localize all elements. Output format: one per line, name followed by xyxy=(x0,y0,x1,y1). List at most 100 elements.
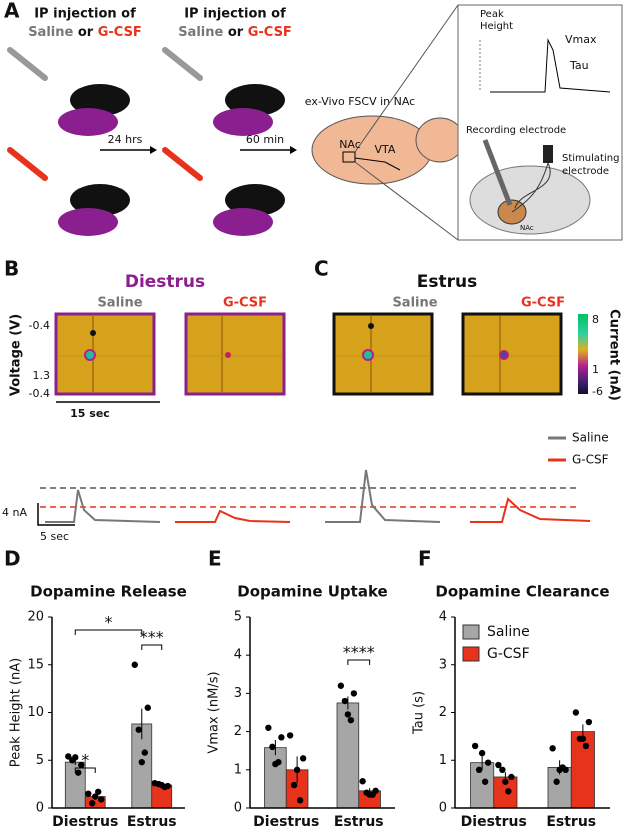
data-point xyxy=(341,697,349,705)
legend-swatch xyxy=(462,624,480,640)
x-tick-label: Diestrus xyxy=(461,814,527,830)
data-point xyxy=(508,773,515,781)
y-tick-label: 20 xyxy=(27,610,44,625)
voltage-tick: -0.4 xyxy=(29,319,50,332)
data-point xyxy=(549,745,556,752)
y-tick-label: 5 xyxy=(234,610,242,625)
data-point xyxy=(478,749,486,757)
data-point xyxy=(85,790,92,797)
y-axis-label: Peak Height (nA) xyxy=(9,658,24,767)
data-point xyxy=(572,709,580,716)
data-point xyxy=(299,755,307,762)
data-point xyxy=(158,781,165,789)
y-axis-label: Tau (s) xyxy=(412,691,427,735)
data-point xyxy=(141,749,148,756)
voltage-tick: 1.3 xyxy=(33,369,51,382)
data-point xyxy=(471,742,479,750)
data-point xyxy=(502,778,509,785)
x-tick-label: Estrus xyxy=(334,814,384,830)
inset-label: Vmax xyxy=(565,33,597,46)
data-point xyxy=(135,726,142,733)
chart-title: Dopamine Uptake xyxy=(237,583,387,601)
colorbar-tick: 1 xyxy=(592,363,599,376)
data-point xyxy=(579,735,587,742)
data-point xyxy=(359,778,366,785)
y-tick-label: 2 xyxy=(439,705,447,720)
data-point xyxy=(495,761,502,769)
y-tick-label: 10 xyxy=(27,705,44,720)
data-point xyxy=(553,778,560,785)
panel-letter: B xyxy=(4,257,19,281)
data-point xyxy=(582,742,590,750)
condition-label: G-CSF xyxy=(223,296,267,311)
data-point xyxy=(269,743,276,751)
data-point xyxy=(347,716,355,724)
y-tick-label: 1 xyxy=(439,753,447,768)
data-point xyxy=(293,766,301,773)
inset-label: electrode xyxy=(562,166,609,177)
chart-title: Dopamine Clearance xyxy=(435,583,609,601)
data-point xyxy=(92,793,99,800)
data-point xyxy=(78,761,85,769)
data-point xyxy=(278,734,285,741)
data-point xyxy=(296,797,304,804)
colorbar-tick: -6 xyxy=(592,385,603,398)
or-label: or xyxy=(78,25,94,40)
significance-label: * xyxy=(105,613,113,632)
panel-title: Estrus xyxy=(417,272,477,292)
injection-label: IP injection of xyxy=(34,7,136,22)
mice-illustration xyxy=(7,47,285,236)
y-axis-label: Voltage (V) xyxy=(9,314,24,396)
legend-label: G-CSF xyxy=(487,646,530,662)
y-tick-label: 4 xyxy=(234,648,242,663)
inset xyxy=(457,4,623,241)
data-point xyxy=(144,704,151,711)
injection-groups: Saline or G-CSF xyxy=(28,25,142,40)
data-point xyxy=(484,759,492,766)
panel-letter: E xyxy=(208,547,222,571)
data-point xyxy=(72,754,79,761)
y-axis-label: Vmax (nM/s) xyxy=(207,671,222,753)
data-point xyxy=(272,760,279,768)
data-point xyxy=(95,788,102,795)
color-plots xyxy=(54,312,563,403)
colorbar-label: Current (nA) xyxy=(607,309,622,401)
delay-label: 24 hrs xyxy=(108,133,143,146)
significance-bracket xyxy=(74,767,96,773)
data-point xyxy=(138,758,145,766)
data-point xyxy=(89,800,96,807)
legend-swatch xyxy=(462,646,480,662)
bar xyxy=(264,747,287,809)
data-point xyxy=(98,796,105,803)
delay-label: 60 min xyxy=(246,133,284,146)
data-point xyxy=(585,718,593,726)
saline-label: Saline xyxy=(178,25,223,40)
data-point xyxy=(481,778,489,785)
panel-title: Diestrus xyxy=(125,272,205,292)
inset-label: Stimulating xyxy=(562,153,619,164)
voltage-tick: -0.4 xyxy=(29,387,50,400)
x-tick-label: Estrus xyxy=(127,814,177,830)
inset-label: NAc xyxy=(520,224,534,232)
panel-letter: F xyxy=(418,547,432,571)
x-tick-label: Diestrus xyxy=(52,814,118,830)
gcsf-label: G-CSF xyxy=(98,25,142,40)
inset-label: Tau xyxy=(569,59,589,72)
data-point xyxy=(290,781,298,789)
inset-label: Height xyxy=(480,21,513,32)
significance-bracket xyxy=(74,629,143,635)
inset-label: Recording electrode xyxy=(466,125,566,136)
injection-groups: Saline or G-CSF xyxy=(178,25,292,40)
data-point xyxy=(499,766,506,773)
y-tick-label: 4 xyxy=(439,610,447,625)
data-point xyxy=(286,732,294,739)
significance-bracket xyxy=(141,644,163,650)
y-tick-label: 0 xyxy=(439,801,447,816)
significance-bracket xyxy=(347,659,371,665)
current-traces xyxy=(37,469,591,526)
colorbar-tick: 8 xyxy=(592,313,599,326)
legend-label: Saline xyxy=(572,431,609,445)
gcsf-label: G-CSF xyxy=(248,25,292,40)
data-point xyxy=(75,769,82,776)
time-scale: 5 sec xyxy=(40,530,69,543)
